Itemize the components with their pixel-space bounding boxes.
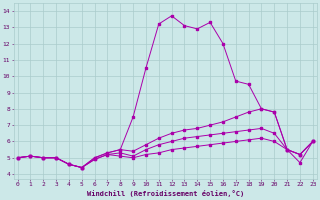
X-axis label: Windchill (Refroidissement éolien,°C): Windchill (Refroidissement éolien,°C) xyxy=(87,190,244,197)
